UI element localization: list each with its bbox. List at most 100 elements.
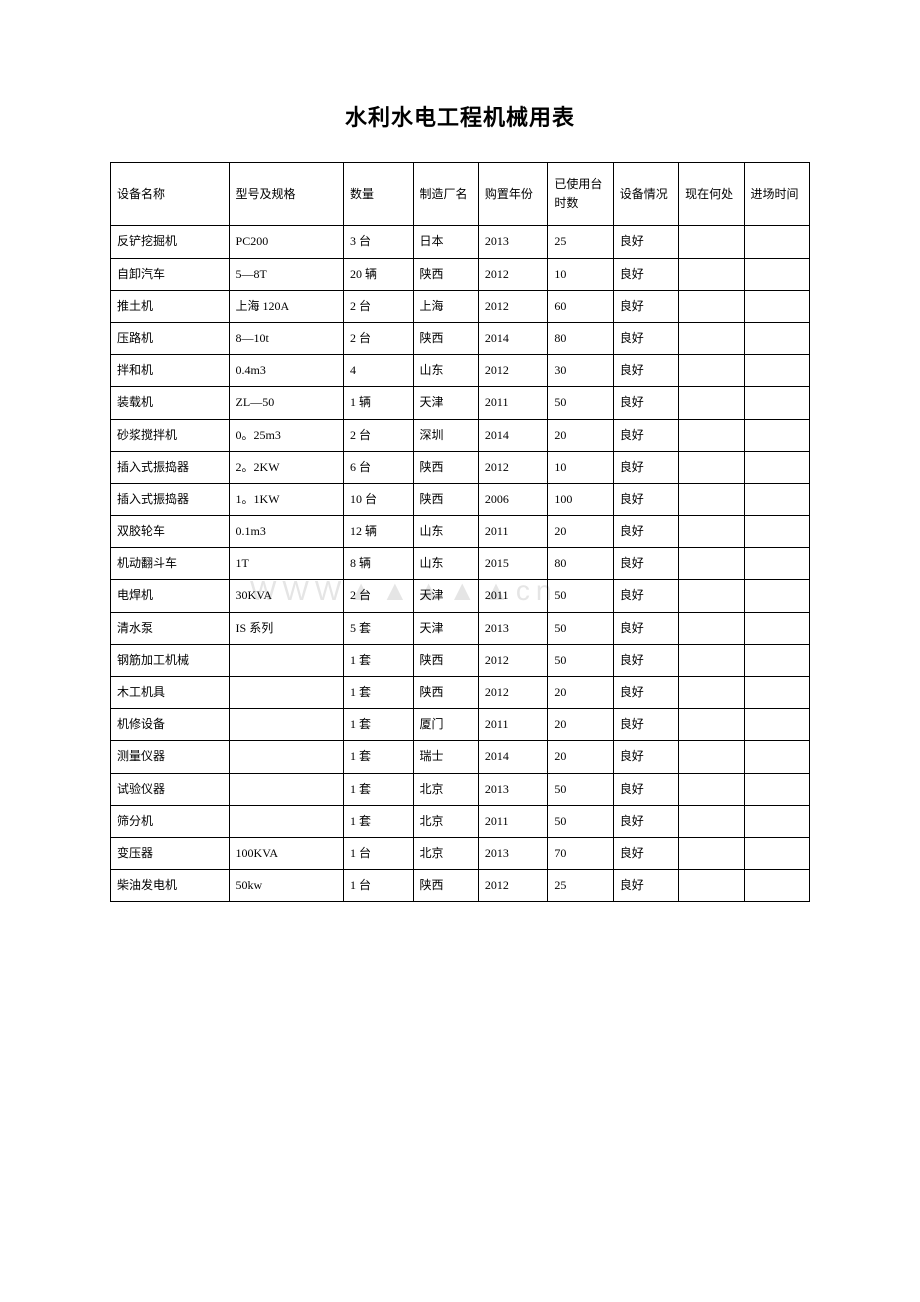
table-cell: 1 辆 <box>344 387 413 419</box>
table-cell <box>679 709 744 741</box>
table-cell <box>679 451 744 483</box>
table-cell: 2011 <box>478 805 547 837</box>
table-cell: 陕西 <box>413 258 478 290</box>
table-cell: 50 <box>548 612 613 644</box>
table-cell: 1 套 <box>344 709 413 741</box>
table-cell: 2 台 <box>344 290 413 322</box>
table-cell: 良好 <box>613 709 678 741</box>
table-row: 双胶轮车0.1m312 辆山东201120良好 <box>111 516 810 548</box>
table-cell <box>744 226 809 258</box>
table-cell: 良好 <box>613 419 678 451</box>
table-cell: ZL—50 <box>229 387 343 419</box>
table-cell: 上海 <box>413 290 478 322</box>
table-cell <box>744 612 809 644</box>
table-cell: IS 系列 <box>229 612 343 644</box>
col-header-model: 型号及规格 <box>229 163 343 226</box>
table-cell: 良好 <box>613 773 678 805</box>
table-cell: 3 台 <box>344 226 413 258</box>
table-cell: 北京 <box>413 837 478 869</box>
col-header-year: 购置年份 <box>478 163 547 226</box>
table-cell: 2015 <box>478 548 547 580</box>
table-cell: 机动翻斗车 <box>111 548 230 580</box>
table-cell <box>744 741 809 773</box>
table-cell: 100 <box>548 483 613 515</box>
table-cell: 2。2KW <box>229 451 343 483</box>
table-cell <box>744 870 809 902</box>
table-header-row: 设备名称 型号及规格 数量 制造厂名 购置年份 已使用台时数 设备情况 现在何处… <box>111 163 810 226</box>
table-cell: 10 <box>548 451 613 483</box>
col-header-qty: 数量 <box>344 163 413 226</box>
table-cell: 20 <box>548 677 613 709</box>
table-cell <box>679 677 744 709</box>
table-cell <box>679 741 744 773</box>
table-cell: 陕西 <box>413 677 478 709</box>
table-cell: 良好 <box>613 516 678 548</box>
table-cell: 2011 <box>478 516 547 548</box>
table-cell: 良好 <box>613 548 678 580</box>
table-cell: 良好 <box>613 870 678 902</box>
table-cell: 钢筋加工机械 <box>111 644 230 676</box>
table-cell: 2013 <box>478 226 547 258</box>
table-cell <box>744 322 809 354</box>
table-cell <box>744 837 809 869</box>
table-cell <box>229 773 343 805</box>
table-cell: 陕西 <box>413 322 478 354</box>
table-cell: 良好 <box>613 677 678 709</box>
table-row: 变压器100KVA1 台北京201370良好 <box>111 837 810 869</box>
col-header-location: 现在何处 <box>679 163 744 226</box>
table-cell <box>229 644 343 676</box>
table-cell <box>679 612 744 644</box>
table-cell: 0。25m3 <box>229 419 343 451</box>
table-cell: 良好 <box>613 483 678 515</box>
table-cell <box>744 805 809 837</box>
table-cell <box>744 580 809 612</box>
table-cell: 2006 <box>478 483 547 515</box>
table-cell <box>679 355 744 387</box>
table-cell <box>679 580 744 612</box>
table-cell: 0.1m3 <box>229 516 343 548</box>
table-cell: 测量仪器 <box>111 741 230 773</box>
table-cell: 良好 <box>613 387 678 419</box>
table-cell <box>744 258 809 290</box>
table-cell <box>744 451 809 483</box>
table-cell <box>229 805 343 837</box>
table-cell <box>679 226 744 258</box>
table-cell: 20 辆 <box>344 258 413 290</box>
table-cell: 2 台 <box>344 419 413 451</box>
table-cell: 50kw <box>229 870 343 902</box>
table-cell <box>679 483 744 515</box>
table-cell: 北京 <box>413 805 478 837</box>
table-cell: 2012 <box>478 644 547 676</box>
table-cell: 6 台 <box>344 451 413 483</box>
col-header-name: 设备名称 <box>111 163 230 226</box>
table-cell <box>679 837 744 869</box>
table-cell: 2 台 <box>344 322 413 354</box>
table-cell: 双胶轮车 <box>111 516 230 548</box>
table-row: 木工机具1 套陕西201220良好 <box>111 677 810 709</box>
col-header-factory: 制造厂名 <box>413 163 478 226</box>
table-cell: 瑞士 <box>413 741 478 773</box>
table-cell: 陕西 <box>413 644 478 676</box>
table-cell <box>744 709 809 741</box>
table-cell: 木工机具 <box>111 677 230 709</box>
table-cell: 1 套 <box>344 644 413 676</box>
table-cell: 20 <box>548 419 613 451</box>
table-cell <box>679 805 744 837</box>
table-row: 拌和机0.4m34山东201230良好 <box>111 355 810 387</box>
table-cell <box>679 387 744 419</box>
table-cell: 良好 <box>613 322 678 354</box>
table-row: 机动翻斗车1T8 辆山东201580良好 <box>111 548 810 580</box>
table-cell: 1。1KW <box>229 483 343 515</box>
table-cell: 天津 <box>413 580 478 612</box>
table-row: 电焊机30KVA2 台天津201150良好 <box>111 580 810 612</box>
table-cell: 1 台 <box>344 870 413 902</box>
table-cell: 良好 <box>613 805 678 837</box>
table-cell <box>679 773 744 805</box>
table-cell: 50 <box>548 773 613 805</box>
table-cell: 反铲挖掘机 <box>111 226 230 258</box>
table-cell: 厦门 <box>413 709 478 741</box>
table-cell: 2012 <box>478 355 547 387</box>
table-cell: 25 <box>548 870 613 902</box>
table-cell <box>744 355 809 387</box>
table-cell: 良好 <box>613 580 678 612</box>
